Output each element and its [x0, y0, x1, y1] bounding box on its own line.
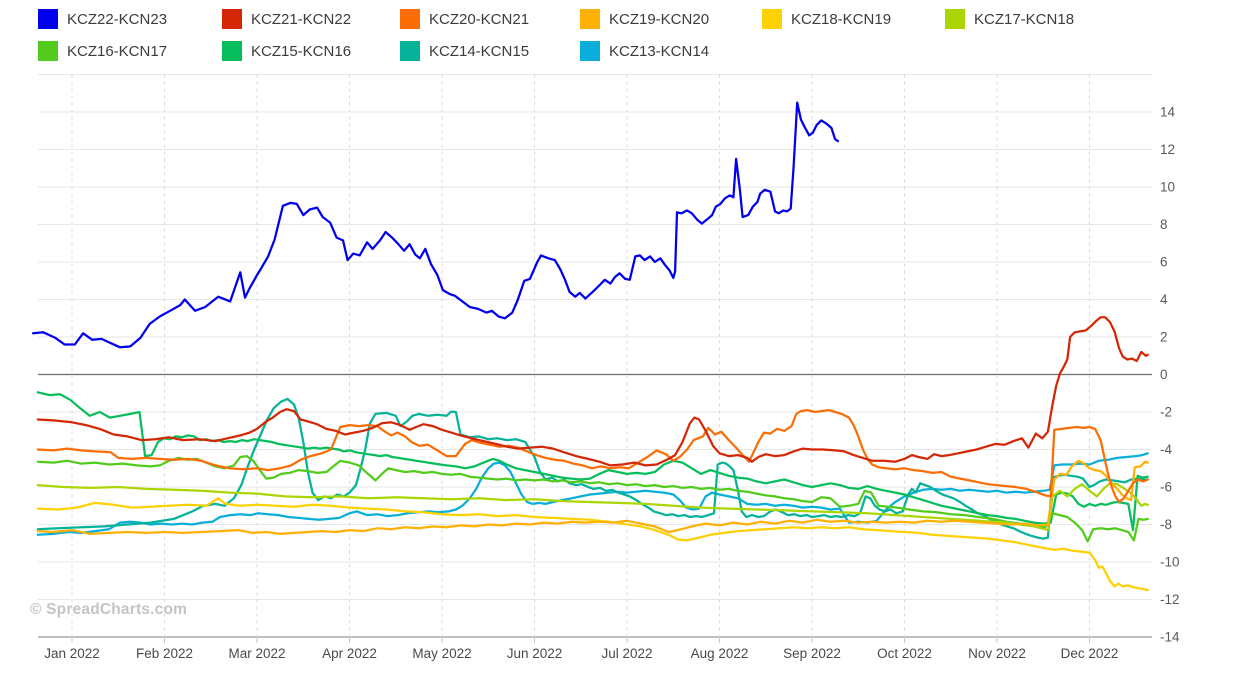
legend-label: KCZ22-KCN23 [67, 10, 168, 28]
legend-label: KCZ17-KCN18 [974, 10, 1075, 28]
series-line-kcz13-kcn14[interactable] [36, 452, 1149, 536]
legend-item-kcz15-kcn16[interactable]: KCZ15-KCN16 [222, 41, 351, 61]
legend-swatch-icon [762, 9, 782, 29]
x-tick-label: Dec 2022 [1061, 646, 1119, 661]
legend-swatch-icon [222, 41, 242, 61]
series-line-kcz21-kcn22[interactable] [36, 316, 1149, 467]
legend-label: KCZ16-KCN17 [67, 42, 168, 60]
x-tick-label: Apr 2022 [322, 646, 377, 661]
y-tick-label: 2 [1160, 330, 1168, 345]
legend-label: KCZ15-KCN16 [251, 42, 352, 60]
legend-item-kcz19-kcn20[interactable]: KCZ19-KCN20 [580, 9, 709, 29]
legend-item-kcz14-kcn15[interactable]: KCZ14-KCN15 [400, 41, 529, 61]
legend-item-kcz13-kcn14[interactable]: KCZ13-KCN14 [580, 41, 709, 61]
legend-swatch-icon [400, 9, 420, 29]
y-tick-label: 14 [1160, 105, 1176, 120]
y-tick-label: -2 [1160, 405, 1172, 420]
legend-item-kcz18-kcn19[interactable]: KCZ18-KCN19 [762, 9, 891, 29]
y-tick-label: 10 [1160, 180, 1175, 195]
series-line-kcz15-kcn16[interactable] [36, 391, 1149, 532]
legend-swatch-icon [945, 9, 965, 29]
x-tick-label: Mar 2022 [228, 646, 285, 661]
y-tick-label: -12 [1160, 592, 1180, 607]
y-tick-label: 12 [1160, 142, 1175, 157]
series-line-kcz18-kcn19[interactable] [36, 497, 1149, 592]
watermark: © SpreadCharts.com [30, 601, 188, 618]
legend-label: KCZ19-KCN20 [609, 10, 710, 28]
legend-item-kcz21-kcn22[interactable]: KCZ21-KCN22 [222, 9, 351, 29]
legend-label: KCZ18-KCN19 [791, 10, 892, 28]
y-tick-label: 6 [1160, 255, 1168, 270]
legend-item-kcz17-kcn18[interactable]: KCZ17-KCN18 [945, 9, 1074, 29]
x-tick-label: May 2022 [412, 646, 471, 661]
legend-swatch-icon [580, 41, 600, 61]
y-tick-label: -4 [1160, 442, 1172, 457]
x-tick-label: Nov 2022 [968, 646, 1026, 661]
x-tick-label: Sep 2022 [783, 646, 841, 661]
x-tick-label: Jan 2022 [44, 646, 100, 661]
legend-swatch-icon [580, 9, 600, 29]
x-tick-label: Aug 2022 [691, 646, 749, 661]
legend-item-kcz20-kcn21[interactable]: KCZ20-KCN21 [400, 9, 529, 29]
legend-swatch-icon [222, 9, 242, 29]
legend-label: KCZ14-KCN15 [429, 42, 530, 60]
y-tick-label: 0 [1160, 367, 1168, 382]
series-line-kcz16-kcn17[interactable] [36, 454, 1149, 543]
legend-swatch-icon [38, 41, 58, 61]
x-tick-label: Oct 2022 [877, 646, 932, 661]
legend-label: KCZ21-KCN22 [251, 10, 352, 28]
y-tick-label: -6 [1160, 480, 1172, 495]
y-tick-label: 4 [1160, 292, 1168, 307]
series-line-kcz19-kcn20[interactable] [36, 459, 1149, 536]
x-tick-label: Jul 2022 [601, 646, 652, 661]
legend-label: KCZ20-KCN21 [429, 10, 530, 28]
legend-swatch-icon [400, 41, 420, 61]
series-line-kcz22-kcn23[interactable] [31, 101, 840, 349]
legend-label: KCZ13-KCN14 [609, 42, 710, 60]
y-tick-label: -8 [1160, 517, 1172, 532]
legend-swatch-icon [38, 9, 58, 29]
series-line-kcz20-kcn21[interactable] [36, 408, 1149, 504]
series-line-kcz17-kcn18[interactable] [36, 482, 1149, 532]
legend-item-kcz16-kcn17[interactable]: KCZ16-KCN17 [38, 41, 167, 61]
y-tick-label: -14 [1160, 630, 1180, 645]
x-tick-label: Feb 2022 [136, 646, 193, 661]
x-tick-label: Jun 2022 [507, 646, 563, 661]
y-tick-label: -10 [1160, 555, 1180, 570]
chart-legend: KCZ22-KCN23 KCZ21-KCN22 KCZ20-KCN21 KCZ19-K… [0, 0, 1234, 70]
y-tick-label: 8 [1160, 217, 1168, 232]
legend-item-kcz22-kcn23[interactable]: KCZ22-KCN23 [38, 9, 167, 29]
